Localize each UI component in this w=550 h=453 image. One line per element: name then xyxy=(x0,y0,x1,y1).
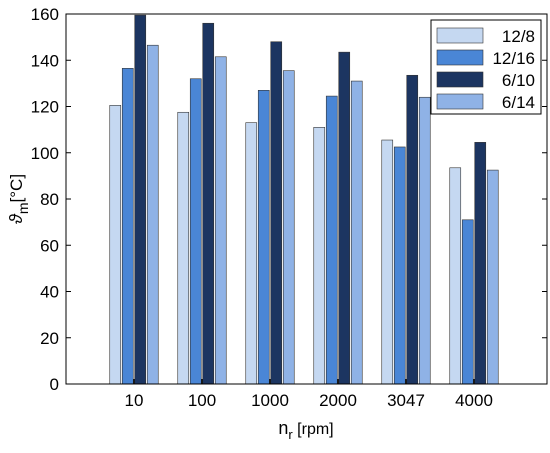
bar-1000-6-10 xyxy=(270,41,283,385)
y-tick-label: 140 xyxy=(31,51,59,70)
bar-10-12-8 xyxy=(109,105,122,385)
legend-label: 6/14 xyxy=(502,93,535,112)
y-tick-label: 0 xyxy=(50,375,59,394)
x-tick-label: 3047 xyxy=(387,391,425,410)
y-tick-label: 60 xyxy=(40,236,59,255)
y-tick-label: 40 xyxy=(40,283,59,302)
bar-2000-6-14 xyxy=(350,80,363,385)
x-tick-label: 2000 xyxy=(319,391,357,410)
y-tick-label: 160 xyxy=(31,5,59,24)
x-tick-label: 100 xyxy=(188,391,216,410)
legend-swatch-12-8 xyxy=(436,27,484,44)
legend-label: 12/8 xyxy=(502,27,535,46)
bar-3047-6-14 xyxy=(418,96,431,385)
bar-100-6-10 xyxy=(202,22,215,385)
y-axis-label-unit: [°C] xyxy=(7,174,26,203)
bar-4000-6-10 xyxy=(474,142,487,385)
y-tick-label: 20 xyxy=(40,329,59,348)
ticks-layer: 10 100 1000 2000 3047 4000 0 20 40 60 80 100 120 140 1… xyxy=(31,5,547,410)
bar-4000-12-8 xyxy=(449,167,462,385)
y-tick-label: 80 xyxy=(40,190,59,209)
legend: 12/8 12/16 6/10 6/14 xyxy=(430,19,542,115)
plot-frame xyxy=(65,13,548,385)
y-tick-label: 120 xyxy=(31,98,59,117)
bar-100-12-8 xyxy=(177,111,190,385)
bar-100-12-16 xyxy=(189,78,202,385)
bar-1000-6-14 xyxy=(282,70,295,385)
x-tick-label: 10 xyxy=(125,391,144,410)
bar-10-12-16 xyxy=(121,68,134,385)
y-axis-label: ϑm[°C] xyxy=(6,174,31,224)
bar-3047-12-8 xyxy=(381,139,394,385)
bar-10-6-14 xyxy=(146,44,159,385)
legend-label: 6/10 xyxy=(502,71,535,90)
bar-2000-6-10 xyxy=(338,51,351,385)
y-axis-label-subscript: m xyxy=(15,202,31,214)
bar-1000-12-8 xyxy=(245,122,258,385)
x-axis-label-main: n xyxy=(278,418,288,438)
bar-3047-6-10 xyxy=(406,74,419,385)
bar-2000-12-8 xyxy=(313,127,326,385)
x-axis-label: nr [rpm] xyxy=(278,418,333,442)
y-axis-label-main: ϑ xyxy=(6,213,26,224)
bar-2000-12-16 xyxy=(325,95,338,385)
x-tick-label: 4000 xyxy=(455,391,493,410)
legend-swatch-6-10 xyxy=(436,71,484,88)
bar-3047-12-16 xyxy=(393,146,406,385)
x-axis-label-unit: [rpm] xyxy=(293,421,334,438)
bar-4000-12-16 xyxy=(461,219,474,385)
x-tick-label: 1000 xyxy=(251,391,289,410)
y-tick-label: 100 xyxy=(31,144,59,163)
bar-10-6-10 xyxy=(134,14,147,385)
legend-swatch-12-16 xyxy=(436,49,484,66)
bar-1000-12-16 xyxy=(257,90,270,385)
bar-4000-6-14 xyxy=(486,169,499,385)
legend-label: 12/16 xyxy=(492,49,535,68)
bar-100-6-14 xyxy=(214,56,227,385)
x-axis-label-subscript: r xyxy=(288,427,293,442)
legend-swatch-6-14 xyxy=(436,93,484,110)
